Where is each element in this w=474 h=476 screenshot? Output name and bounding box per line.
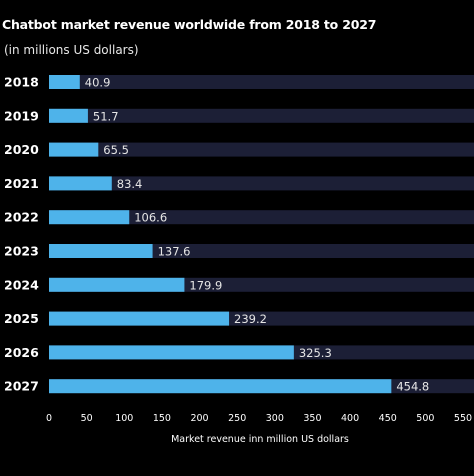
x-axis-title: Market revenue inn million US dollars [171, 434, 349, 445]
bar-2027 [49, 379, 392, 394]
chart-title: Chatbot market revenue worldwide from 20… [2, 17, 377, 32]
x-tick-label: 450 [379, 413, 397, 424]
category-label-2022: 2022 [4, 210, 39, 225]
chart-subtitle: (in millions US dollars) [4, 43, 139, 57]
category-label-2021: 2021 [4, 176, 39, 191]
bar-track [49, 75, 474, 89]
value-label-2027: 454.8 [396, 380, 429, 394]
bar-track [49, 244, 474, 258]
category-label-2018: 2018 [4, 75, 39, 90]
bar-2025 [49, 311, 230, 326]
bar-2018 [49, 75, 80, 89]
x-tick-label: 200 [190, 413, 208, 424]
value-label-2022: 106.6 [134, 211, 167, 225]
category-label-2027: 2027 [4, 379, 39, 394]
bar-2026 [49, 345, 294, 360]
category-label-2024: 2024 [4, 277, 39, 292]
value-label-2021: 83.4 [117, 177, 143, 191]
value-label-2018: 40.9 [85, 76, 111, 90]
bar-track [49, 176, 474, 191]
category-label-2026: 2026 [4, 345, 39, 360]
category-label-2025: 2025 [4, 311, 39, 326]
bar-track [49, 142, 474, 157]
bar-2022 [49, 210, 130, 225]
value-label-2019: 51.7 [93, 109, 119, 123]
x-tick-label: 300 [266, 413, 284, 424]
bar-2021 [49, 176, 112, 191]
bar-2019 [49, 108, 88, 123]
x-tick-label: 400 [341, 413, 359, 424]
x-tick-label: 0 [46, 413, 52, 424]
value-label-2025: 239.2 [234, 312, 267, 326]
category-label-2020: 2020 [4, 142, 39, 157]
bar-2024 [49, 277, 185, 292]
x-tick-label: 250 [228, 413, 246, 424]
category-label-2019: 2019 [4, 108, 39, 123]
bar-2023 [49, 244, 153, 258]
value-label-2020: 65.5 [103, 143, 129, 157]
category-label-2023: 2023 [4, 244, 39, 259]
value-label-2026: 325.3 [299, 346, 332, 360]
bar-track [49, 210, 474, 225]
value-label-2023: 137.6 [158, 245, 191, 259]
x-tick-label: 550 [454, 413, 472, 424]
x-tick-label: 150 [153, 413, 171, 424]
x-tick-label: 50 [81, 413, 93, 424]
value-label-2024: 179.9 [189, 278, 222, 292]
bar-track [49, 108, 474, 123]
x-tick-label: 350 [303, 413, 321, 424]
x-tick-label: 100 [115, 413, 133, 424]
x-tick-label: 500 [416, 413, 434, 424]
bar-2020 [49, 142, 99, 157]
